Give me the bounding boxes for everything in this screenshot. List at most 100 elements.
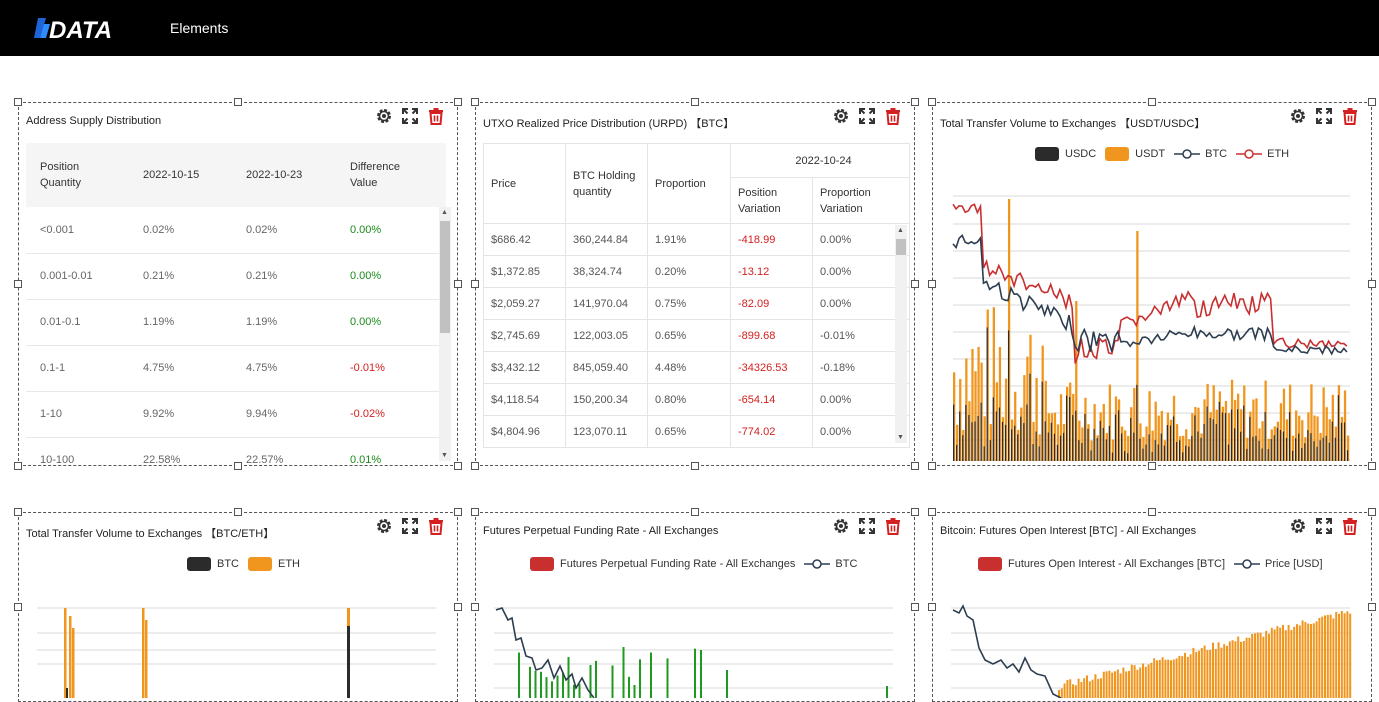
expand-icon[interactable] — [858, 107, 876, 125]
legend-item-eth[interactable]: ETH — [248, 557, 300, 571]
resize-handle[interactable] — [928, 280, 936, 288]
resize-handle[interactable] — [911, 603, 919, 611]
resize-handle[interactable] — [691, 98, 699, 106]
legend-item-usdt[interactable]: USDT — [1105, 147, 1165, 161]
resize-handle[interactable] — [454, 508, 462, 516]
bar-usdc — [1182, 452, 1184, 461]
bar-usdc — [1090, 450, 1092, 461]
resize-handle[interactable] — [14, 603, 22, 611]
trash-icon[interactable] — [1341, 107, 1359, 125]
expand-icon[interactable] — [1315, 107, 1333, 125]
bar-eth — [64, 608, 67, 698]
resize-handle[interactable] — [454, 462, 462, 470]
table-scrollbar[interactable]: ▲ ▼ — [439, 207, 451, 461]
resize-handle[interactable] — [691, 462, 699, 470]
resize-handle[interactable] — [454, 603, 462, 611]
resize-handle[interactable] — [911, 462, 919, 470]
expand-icon[interactable] — [858, 517, 876, 535]
bar-open-interest — [1245, 637, 1248, 698]
cell-proportion-variation: 0.00% — [812, 415, 910, 448]
bar-usdc — [1230, 409, 1233, 461]
bar-usdc — [1069, 397, 1071, 461]
resize-handle[interactable] — [1148, 508, 1156, 516]
legend-item-btc[interactable]: BTC — [187, 557, 239, 571]
resize-handle[interactable] — [928, 98, 936, 106]
resize-handle[interactable] — [1368, 280, 1376, 288]
resize-handle[interactable] — [928, 462, 936, 470]
legend-item-btc[interactable]: BTC — [1174, 148, 1227, 160]
cell-position-variation: -418.99 — [730, 223, 813, 256]
bar-funding-rate — [589, 665, 592, 698]
resize-handle[interactable] — [1148, 98, 1156, 106]
scrollbar-thumb[interactable] — [896, 239, 906, 255]
legend-item-eth[interactable]: ETH — [1236, 148, 1289, 160]
trash-icon[interactable] — [1341, 517, 1359, 535]
bar-open-interest — [1158, 659, 1161, 698]
resize-handle[interactable] — [234, 508, 242, 516]
trash-icon[interactable] — [427, 107, 445, 125]
gear-icon[interactable] — [375, 107, 393, 125]
gear-icon[interactable] — [1289, 107, 1307, 125]
table-scrollbar[interactable]: ▲ ▼ — [895, 225, 907, 443]
resize-handle[interactable] — [234, 462, 242, 470]
resize-handle[interactable] — [471, 98, 479, 106]
bar-usdc — [1270, 439, 1272, 461]
resize-handle[interactable] — [691, 508, 699, 516]
resize-handle[interactable] — [911, 508, 919, 516]
scroll-up-arrow[interactable]: ▲ — [897, 227, 904, 234]
scrollbar-thumb[interactable] — [440, 221, 450, 333]
resize-handle[interactable] — [1368, 462, 1376, 470]
resize-handle[interactable] — [928, 603, 936, 611]
resize-handle[interactable] — [471, 603, 479, 611]
legend-item-price[interactable]: Price [USD] — [1234, 558, 1323, 570]
resize-handle[interactable] — [454, 98, 462, 106]
expand-icon[interactable] — [401, 107, 419, 125]
bar-open-interest — [1217, 642, 1220, 698]
resize-handle[interactable] — [471, 508, 479, 516]
table-row: 0.001-0.01 0.21% 0.21% 0.00% — [26, 253, 446, 300]
scroll-down-arrow[interactable]: ▼ — [897, 434, 904, 441]
legend-item-usdc[interactable]: USDC — [1035, 147, 1096, 161]
resize-handle[interactable] — [1148, 462, 1156, 470]
expand-icon[interactable] — [401, 517, 419, 535]
gear-icon[interactable] — [375, 517, 393, 535]
resize-handle[interactable] — [928, 508, 936, 516]
trash-icon[interactable] — [884, 107, 902, 125]
legend-line-eth-icon — [1236, 149, 1263, 159]
resize-handle[interactable] — [1368, 98, 1376, 106]
gear-icon[interactable] — [832, 107, 850, 125]
gear-icon[interactable] — [832, 517, 850, 535]
resize-handle[interactable] — [1368, 603, 1376, 611]
resize-handle[interactable] — [14, 98, 22, 106]
panel-address-supply-distribution: Address Supply Distribution Position Qua… — [18, 102, 458, 466]
table-row: 10-100 22.58% 22.57% 0.01% — [26, 437, 446, 465]
resize-handle[interactable] — [471, 280, 479, 288]
resize-handle[interactable] — [471, 462, 479, 470]
resize-handle[interactable] — [14, 508, 22, 516]
resize-handle[interactable] — [911, 98, 919, 106]
resize-handle[interactable] — [14, 280, 22, 288]
legend-item-open-interest[interactable]: Futures Open Interest - All Exchanges [B… — [978, 557, 1225, 571]
gear-icon[interactable] — [1289, 517, 1307, 535]
bar-open-interest — [1200, 648, 1203, 698]
scroll-down-arrow[interactable]: ▼ — [441, 452, 448, 459]
rdata-logo[interactable]: DATA — [34, 14, 130, 42]
legend-item-btc[interactable]: BTC — [804, 558, 857, 570]
trash-icon[interactable] — [884, 517, 902, 535]
legend-item-funding[interactable]: Futures Perpetual Funding Rate - All Exc… — [530, 557, 795, 571]
cell-proportion: 0.20% — [647, 255, 731, 288]
resize-handle[interactable] — [14, 462, 22, 470]
nav-elements-link[interactable]: Elements — [170, 20, 229, 36]
resize-handle[interactable] — [454, 280, 462, 288]
resize-handle[interactable] — [1368, 508, 1376, 516]
cell-position-quantity: 0.1-1 — [26, 345, 129, 392]
scroll-up-arrow[interactable]: ▲ — [441, 209, 448, 216]
resize-handle[interactable] — [911, 280, 919, 288]
expand-icon[interactable] — [1315, 517, 1333, 535]
cell-price: $2,745.69 — [483, 319, 566, 352]
bar-usdc — [1249, 416, 1251, 461]
resize-handle[interactable] — [234, 98, 242, 106]
cell-price: $4,118.54 — [483, 383, 566, 416]
bar-usdc — [959, 411, 961, 461]
trash-icon[interactable] — [427, 517, 445, 535]
